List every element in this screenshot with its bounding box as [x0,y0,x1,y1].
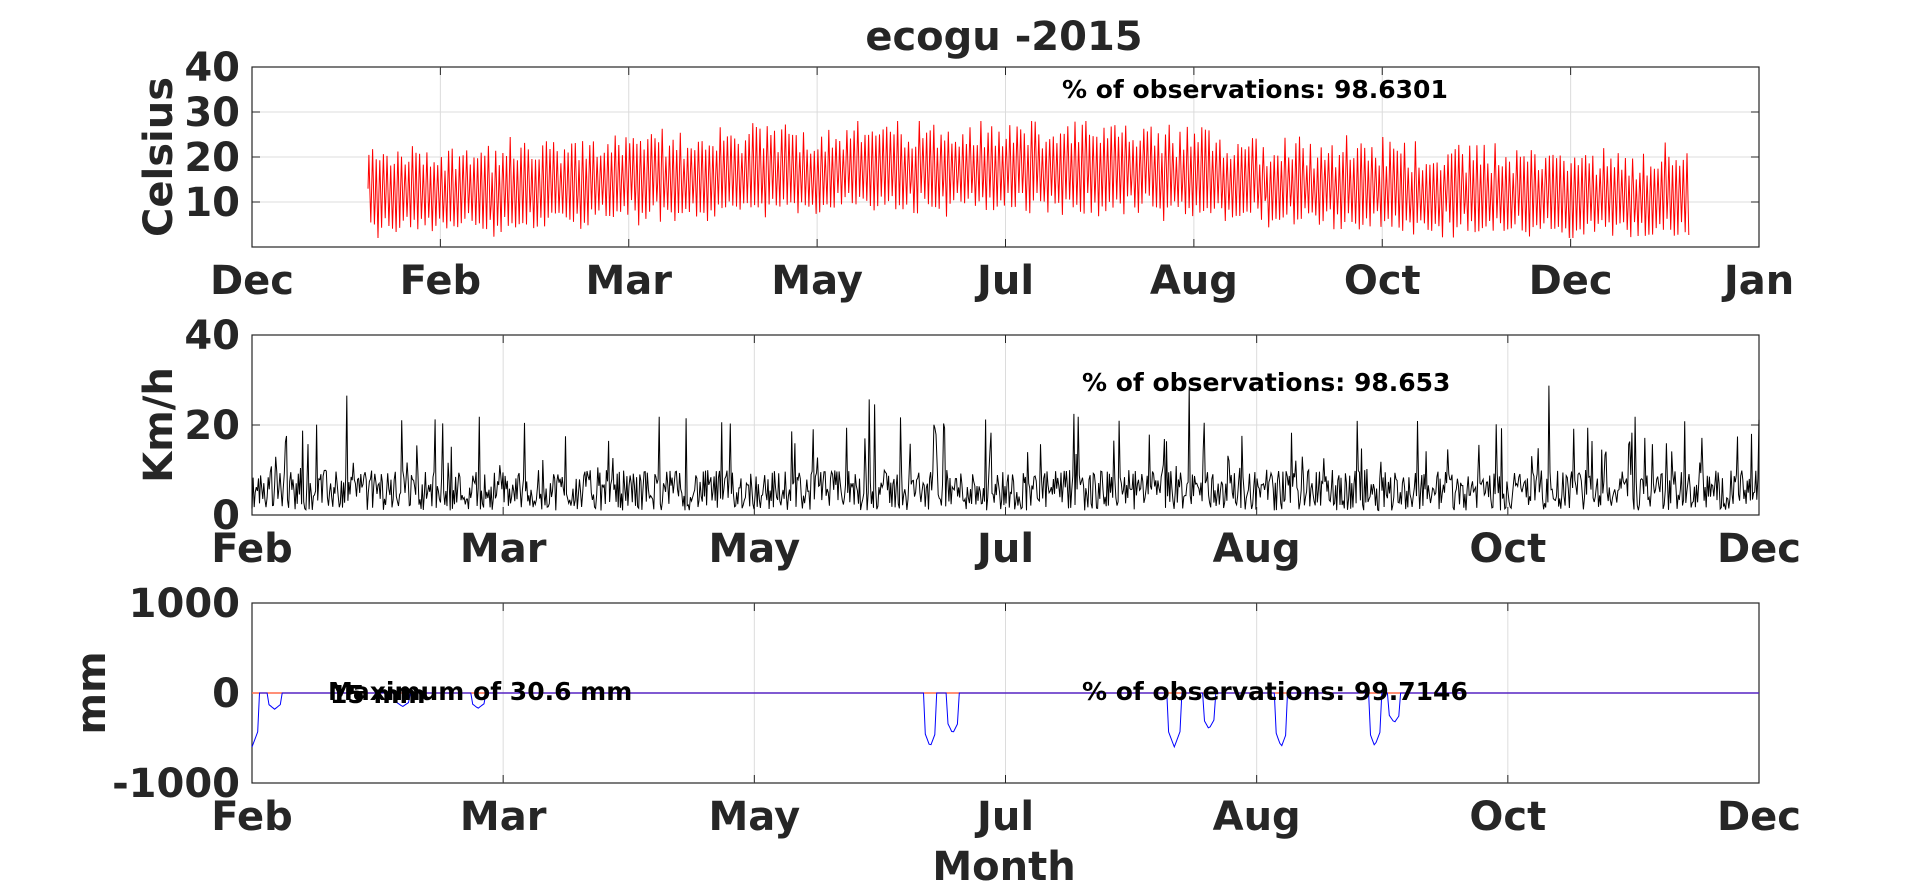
wind-x-ticks: Feb Mar May Jul Aug Oct Dec [211,526,1801,572]
x-tick-label: Mar [460,526,547,572]
temperature-observations-note: % of observations: 98.6301 [1062,75,1448,104]
x-tick-label: Aug [1213,794,1301,840]
x-tick-label: Jul [974,258,1034,304]
x-tick-label: Jul [974,526,1034,572]
x-tick-label: Oct [1469,794,1546,840]
x-axis-label-month: Month [932,844,1075,886]
y-tick-label: 40 [184,313,240,359]
x-tick-label: Feb [211,794,292,840]
wind-series-line [251,385,1760,512]
y-tick-label: 0 [212,671,240,717]
x-tick-label: May [709,526,801,572]
x-tick-label: Feb [400,258,481,304]
rain-observations-note: % of observations: 99.7146 [1082,677,1468,706]
x-tick-label: Jan [1721,258,1794,304]
x-tick-label: Dec [1717,794,1801,840]
x-tick-label: Aug [1213,526,1301,572]
y-tick-label: 30 [184,90,240,136]
rain-x-ticks: Feb Mar May Jul Aug Oct Dec [211,794,1801,840]
rain-15mm-note: 15 mm [330,680,426,709]
x-tick-label: Oct [1469,526,1546,572]
wind-y-axis-label: Km/h [136,367,182,483]
figure-title: ecogu -2015 [865,14,1142,60]
x-tick-label: Feb [211,526,292,572]
y-tick-label: 1000 [129,581,240,627]
rain-y-axis-label: mm [69,651,115,734]
x-tick-label: Mar [460,794,547,840]
wind-observations-note: % of observations: 98.653 [1082,368,1450,397]
y-tick-label: 40 [184,45,240,91]
temperature-x-ticks: Dec Feb Mar May Jul Aug Oct Dec Jan [210,258,1794,304]
x-tick-label: Aug [1150,258,1238,304]
wind-panel: 0 20 40 Feb Mar May Jul Aug Oct Dec Km/h % of ob… [136,313,1801,572]
y-tick-label: 10 [184,180,240,226]
y-tick-label: 0 [212,493,240,539]
y-tick-label: -1000 [112,761,240,807]
wind-y-ticks: 0 20 40 [184,313,240,539]
y-tick-label: 20 [184,403,240,449]
y-tick-label: 20 [184,135,240,181]
rain-maximum-note: Maximum of 30.6 mm [328,677,632,706]
x-tick-label: May [709,794,801,840]
x-tick-label: Jul [974,794,1034,840]
x-tick-label: Dec [210,258,294,304]
rain-series-line [251,692,1759,749]
temperature-series-line [367,120,1690,239]
x-tick-label: Oct [1344,258,1421,304]
x-tick-label: Mar [585,258,672,304]
x-tick-label: Dec [1717,526,1801,572]
temperature-y-axis-label: Celsius [136,77,182,237]
rain-y-ticks: -1000 0 1000 [112,581,240,807]
x-tick-label: May [771,258,863,304]
rain-panel: -1000 0 1000 Feb Mar May Jul Aug Oct Dec mm Maxi… [69,581,1801,886]
x-tick-label: Dec [1529,258,1613,304]
